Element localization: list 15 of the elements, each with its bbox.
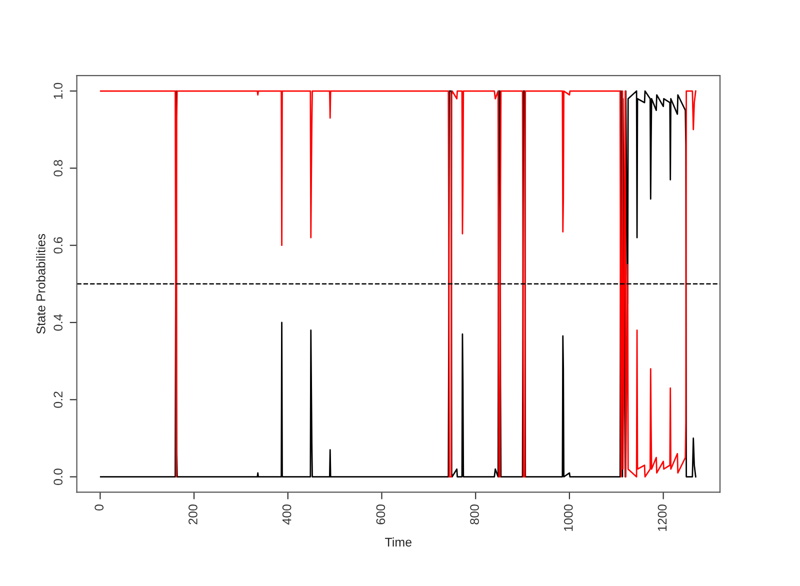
x-axis-title: Time xyxy=(385,537,412,547)
x-tick-label: 200 xyxy=(188,504,198,524)
y-tick-label: 0.4 xyxy=(54,314,63,331)
y-axis-title: State Probabilities xyxy=(36,234,46,334)
x-tick-label: 1200 xyxy=(658,504,667,531)
y-tick-label: 0.8 xyxy=(54,160,63,176)
y-tick-label: 0.0 xyxy=(54,468,63,486)
y-tick-label: 0.6 xyxy=(54,237,63,254)
x-tick-label: 0 xyxy=(94,504,104,511)
x-tick-label: 400 xyxy=(282,504,292,525)
x-tick-label: 1000 xyxy=(564,504,573,531)
y-tick-label: 0.2 xyxy=(54,392,63,408)
y-tick-label: 1.0 xyxy=(54,82,63,99)
x-tick-label: 600 xyxy=(376,504,386,524)
x-tick-label: 800 xyxy=(470,504,479,524)
